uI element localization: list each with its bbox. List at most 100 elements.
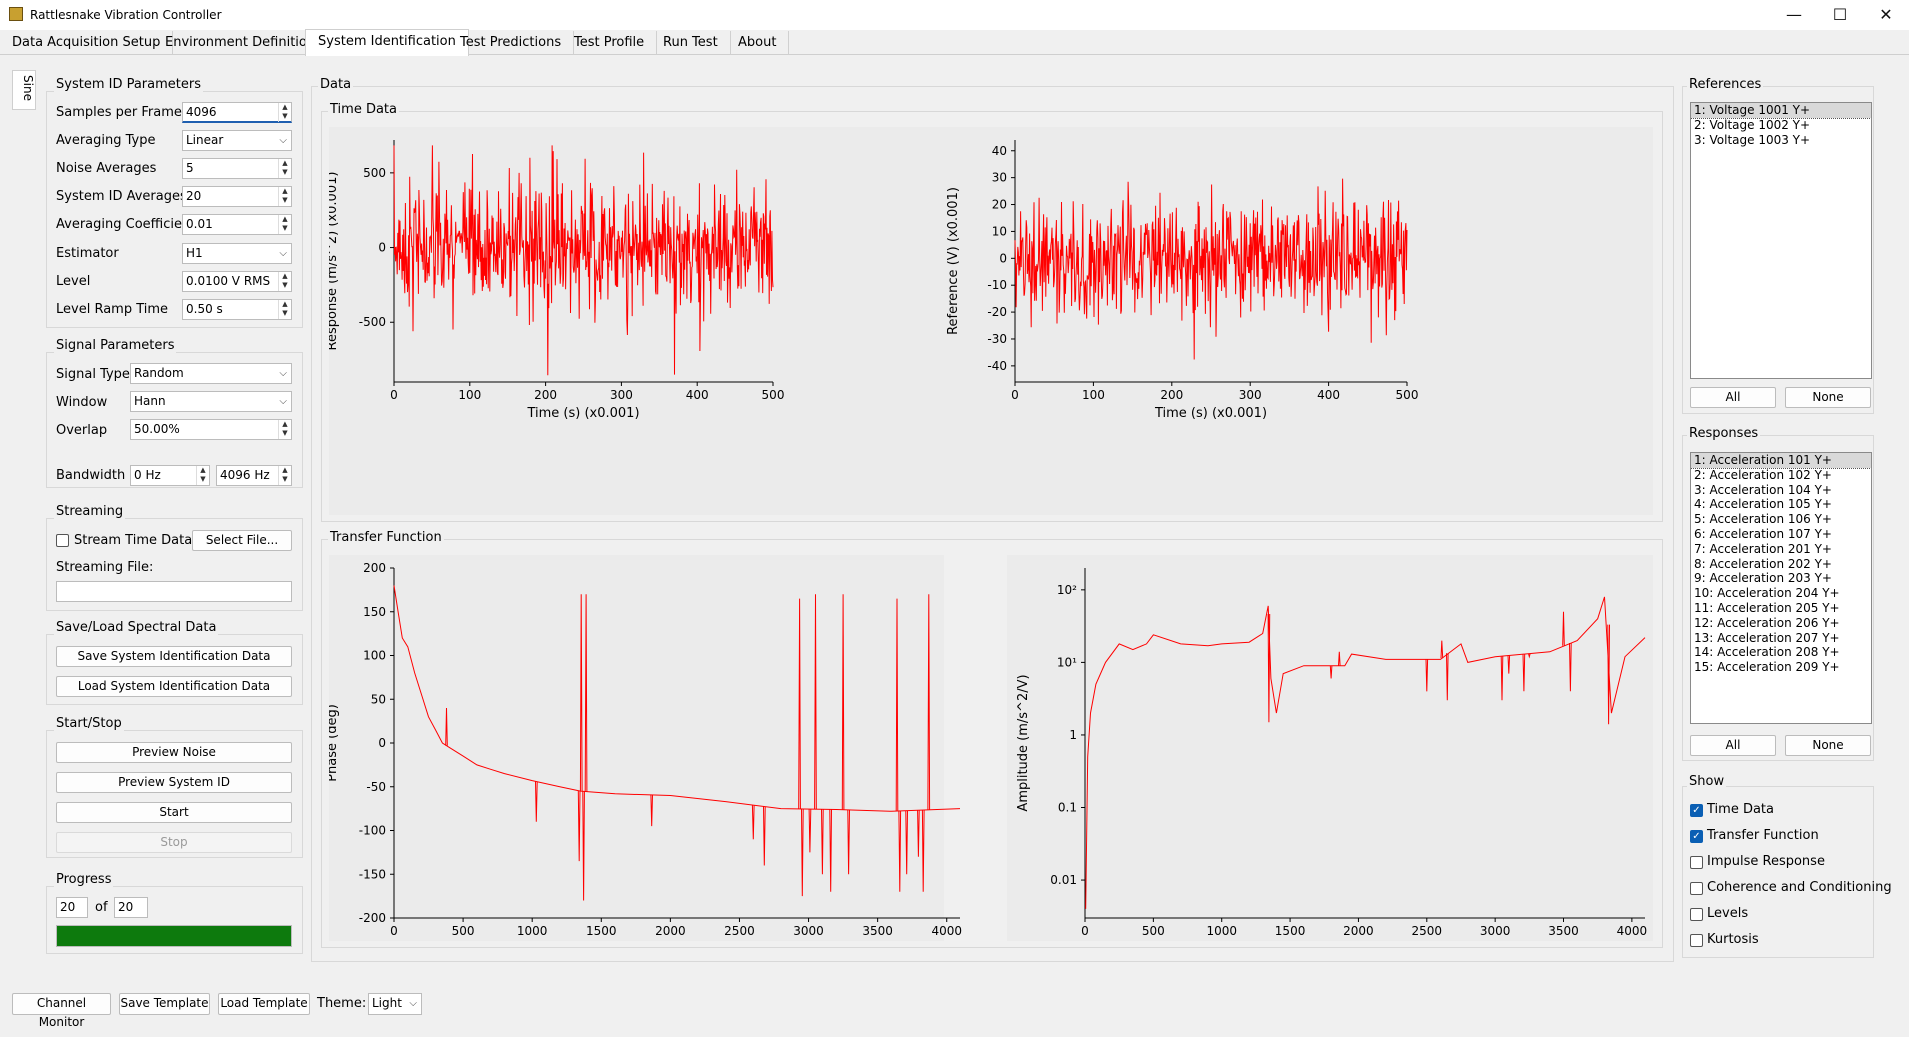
show-impulse-response-checkbox[interactable]	[1690, 856, 1703, 869]
show-title: Show	[1687, 774, 1727, 789]
responses-all-button[interactable]: All	[1690, 735, 1776, 756]
show-time-data-label[interactable]: Time Data	[1707, 802, 1774, 817]
response-list-item[interactable]: 6: Acceleration 107 Y+	[1694, 526, 1832, 541]
show-kurtosis-checkbox[interactable]	[1690, 934, 1703, 947]
response-list-item[interactable]: 13: Acceleration 207 Y+	[1694, 630, 1840, 645]
resonance-spike	[535, 781, 538, 822]
window-combo[interactable]: Hann ⌵	[130, 391, 292, 412]
close-icon[interactable]: ✕	[1879, 5, 1893, 24]
theme-combo[interactable]: Light ⌵	[368, 993, 422, 1015]
estimator-combo[interactable]: H1 ⌵	[182, 243, 292, 264]
save-template-button[interactable]: Save Template	[119, 993, 210, 1015]
responses-none-button[interactable]: None	[1785, 735, 1871, 756]
bandwidth-low-spinbox[interactable]: 0 Hz ▲ ▼	[130, 465, 210, 486]
spin-arrows-icon[interactable]: ▲ ▼	[278, 272, 291, 291]
tab-data-acquisition-setup[interactable]: Data Acquisition Setup	[0, 31, 174, 55]
y-tick-label: -200	[359, 911, 386, 925]
stream-time-data-label[interactable]: Stream Time Data	[74, 533, 193, 548]
reference-time-chart[interactable]: 0 100 200 300 400 500 -40 -30 -20 -10 0 10 20 30 40 Tim…	[944, 127, 1653, 515]
reference-list-item[interactable]: 2: Voltage 1002 Y+	[1694, 117, 1811, 132]
time-data-title: Time Data	[328, 102, 399, 117]
response-list-item[interactable]: 15: Acceleration 209 Y+	[1694, 660, 1840, 675]
spin-arrows-icon[interactable]: ▲ ▼	[278, 300, 291, 319]
phase-chart[interactable]: 0 500 1000 1500 2000 2500 3000 3500 4000-200-150…	[329, 555, 1007, 941]
spin-arrows-icon[interactable]: ▲ ▼	[196, 466, 209, 485]
response-time-chart[interactable]: 0 100 200 300 400 500 -500 0 500 Time (s) (x0.001…	[329, 127, 944, 515]
progress-total-value: 20	[118, 900, 134, 914]
spin-arrows-icon[interactable]: ▲ ▼	[278, 159, 291, 178]
show-levels-label[interactable]: Levels	[1707, 906, 1749, 921]
responses-list[interactable]: 1: Acceleration 101 Y+ 2: Acceleration 10…	[1690, 452, 1872, 724]
spin-arrows-icon[interactable]: ▲ ▼	[278, 215, 291, 234]
show-transfer-function-checkbox[interactable]: ✓	[1690, 830, 1703, 843]
preview-noise-button[interactable]: Preview Noise	[56, 742, 292, 763]
references-none-button[interactable]: None	[1785, 387, 1871, 408]
x-tick-label: 1500	[1275, 924, 1306, 938]
spin-arrows-icon[interactable]: ▲ ▼	[278, 466, 291, 485]
x-tick-label: 2000	[1343, 924, 1374, 938]
response-list-item[interactable]: 9: Acceleration 203 Y+	[1694, 571, 1832, 586]
show-kurtosis-label[interactable]: Kurtosis	[1707, 932, 1759, 947]
tab-test-predictions[interactable]: Test Predictions	[448, 31, 575, 55]
resonance-spike	[579, 594, 583, 792]
response-list-item[interactable]: 1: Acceleration 101 Y+	[1691, 453, 1871, 469]
signal-type-combo[interactable]: Random ⌵	[130, 363, 292, 384]
stop-button[interactable]: Stop	[56, 832, 292, 853]
references-all-button[interactable]: All	[1690, 387, 1776, 408]
references-list[interactable]: 1: Voltage 1001 Y+ 2: Voltage 1002 Y+ 3: V…	[1690, 102, 1872, 379]
averaging-type-combo[interactable]: Linear ⌵	[182, 130, 292, 151]
start-stop-title: Start/Stop	[54, 716, 124, 731]
load-template-button[interactable]: Load Template	[218, 993, 310, 1015]
reference-list-item[interactable]: 3: Voltage 1003 Y+	[1694, 132, 1811, 147]
load-system-identification-data-button[interactable]: Load System Identification Data	[56, 676, 292, 697]
tab-system-identification[interactable]: System Identification	[305, 29, 469, 56]
response-list-item[interactable]: 8: Acceleration 202 Y+	[1694, 556, 1832, 571]
y-tick-label: 30	[992, 171, 1007, 185]
show-coherence-and-conditioning-checkbox[interactable]	[1690, 882, 1703, 895]
response-list-item[interactable]: 3: Acceleration 104 Y+	[1694, 482, 1832, 497]
bandwidth-high-value: 4096 Hz	[220, 468, 270, 482]
show-coherence-and-conditioning-label[interactable]: Coherence and Conditioning	[1707, 880, 1892, 895]
averaging-coefficient-spinbox[interactable]: 0.01 ▲ ▼	[182, 214, 292, 235]
spin-arrows-icon[interactable]: ▲ ▼	[278, 420, 291, 439]
response-list-item[interactable]: 2: Acceleration 102 Y+	[1694, 467, 1832, 482]
y-tick-label: 0.1	[1058, 801, 1077, 815]
select-file-button[interactable]: Select File...	[192, 530, 292, 551]
tab-environment-definition[interactable]: Environment Definition	[153, 31, 329, 55]
show-levels-checkbox[interactable]	[1690, 908, 1703, 921]
overlap-spinbox[interactable]: 50.00% ▲ ▼	[130, 419, 292, 440]
response-list-item[interactable]: 4: Acceleration 105 Y+	[1694, 497, 1832, 512]
system-id-averages-spinbox[interactable]: 20 ▲ ▼	[182, 186, 292, 207]
level-spinbox[interactable]: 0.0100 V RMS ▲ ▼	[182, 271, 292, 292]
level-ramp-time-spinbox[interactable]: 0.50 s ▲ ▼	[182, 299, 292, 320]
noise-averages-spinbox[interactable]: 5 ▲ ▼	[182, 158, 292, 179]
save-system-identification-data-button[interactable]: Save System Identification Data	[56, 646, 292, 667]
show-time-data-checkbox[interactable]: ✓	[1690, 804, 1703, 817]
maximize-icon[interactable]: ☐	[1832, 5, 1848, 24]
response-list-item[interactable]: 5: Acceleration 106 Y+	[1694, 512, 1832, 527]
show-transfer-function-label[interactable]: Transfer Function	[1707, 828, 1819, 843]
response-list-item[interactable]: 14: Acceleration 208 Y+	[1694, 645, 1840, 660]
tab-test-profile[interactable]: Test Profile	[562, 31, 658, 55]
tab-about[interactable]: About	[726, 31, 790, 55]
tab-run-test[interactable]: Run Test	[651, 31, 731, 55]
start-button[interactable]: Start	[56, 802, 292, 823]
channel-monitor-button[interactable]: Channel Monitor	[12, 993, 111, 1029]
show-impulse-response-label[interactable]: Impulse Response	[1707, 854, 1825, 869]
amplitude-chart[interactable]: 0 500 1000 1500 2000 2500 3000 3500 4000 0.01 0.1 1…	[1007, 555, 1653, 941]
response-list-item[interactable]: 11: Acceleration 205 Y+	[1694, 600, 1840, 615]
stream-time-data-checkbox[interactable]	[56, 534, 69, 547]
preview-system-id-button[interactable]: Preview System ID	[56, 772, 292, 793]
minimize-icon[interactable]: —	[1786, 5, 1802, 24]
response-list-item[interactable]: 12: Acceleration 206 Y+	[1694, 615, 1840, 630]
side-tab-sine[interactable]: Sine	[12, 70, 36, 110]
samples-per-frame-spinbox[interactable]: 4096 ▲ ▼	[182, 102, 292, 123]
bandwidth-high-spinbox[interactable]: 4096 Hz ▲ ▼	[216, 465, 292, 486]
streaming-file-field[interactable]	[56, 581, 292, 602]
response-list-item[interactable]: 7: Acceleration 201 Y+	[1694, 541, 1832, 556]
resonance-spike	[1425, 659, 1429, 692]
spin-arrows-icon[interactable]: ▲ ▼	[278, 103, 291, 122]
reference-list-item[interactable]: 1: Voltage 1001 Y+	[1691, 103, 1871, 119]
spin-arrows-icon[interactable]: ▲ ▼	[278, 187, 291, 206]
response-list-item[interactable]: 10: Acceleration 204 Y+	[1694, 586, 1840, 601]
